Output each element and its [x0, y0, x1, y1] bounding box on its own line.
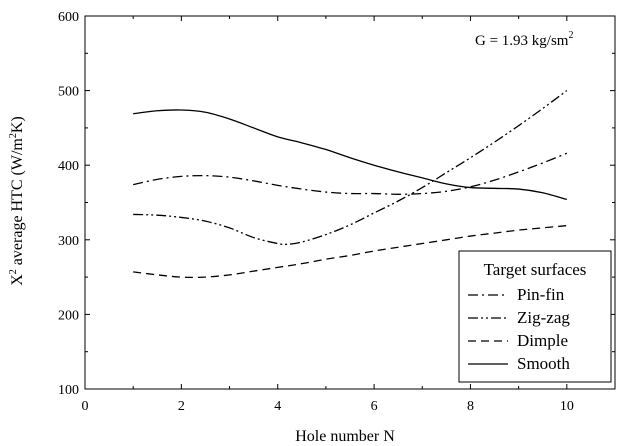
- legend-label-smooth: Smooth: [517, 354, 570, 373]
- y-axis-label-sup2: 2: [8, 133, 19, 138]
- y-tick-label: 400: [58, 159, 79, 174]
- legend-label-pin-fin: Pin-fin: [517, 285, 565, 304]
- y-axis-label-part3: K): [9, 116, 26, 133]
- annotation-main: G = 1.93 kg/sm: [475, 33, 569, 49]
- y-tick-label: 600: [58, 10, 79, 25]
- legend-box: [458, 250, 612, 383]
- legend-title: Target surfaces: [484, 260, 587, 279]
- x-tick-label: 10: [560, 399, 574, 414]
- x-tick-label: 0: [82, 399, 89, 414]
- legend: Target surfaces Pin-fin Zig-zag Dimple Smoo…: [458, 250, 612, 383]
- legend-label-zig-zag: Zig-zag: [517, 308, 570, 327]
- annotation-text: G = 1.93 kg/sm2: [475, 30, 573, 49]
- y-tick-label: 300: [58, 234, 79, 249]
- series-line-pin-fin: [133, 152, 568, 195]
- series-group: [133, 90, 568, 279]
- y-axis-label-part2: average HTC (W/m: [9, 138, 26, 270]
- legend-items: Pin-fin Zig-zag Dimple Smooth: [468, 285, 570, 373]
- y-axis-label: X2 average HTC (W/m2K): [8, 116, 26, 286]
- x-axis-label: Hole number N: [295, 428, 395, 445]
- x-tick-label: 2: [178, 399, 185, 414]
- x-axis: 0 2 4 6 8 10: [82, 16, 574, 414]
- y-axis-label-part1: X: [9, 274, 26, 286]
- series-line-dimple: [133, 224, 567, 279]
- y-axis-label-sup1: 2: [8, 269, 19, 274]
- y-axis: 100 200 300 400 500 600: [58, 10, 615, 398]
- x-tick-label: 4: [274, 399, 281, 414]
- x-tick-label: 8: [467, 399, 474, 414]
- y-tick-label: 100: [58, 383, 79, 398]
- series-line-smooth: [133, 109, 567, 201]
- y-tick-label: 500: [58, 85, 79, 100]
- y-tick-label: 200: [58, 308, 79, 323]
- series-line-zig-zag: [133, 90, 568, 246]
- annotation-superscript: 2: [568, 30, 573, 41]
- x-tick-label: 6: [371, 399, 378, 414]
- legend-label-dimple: Dimple: [517, 331, 568, 350]
